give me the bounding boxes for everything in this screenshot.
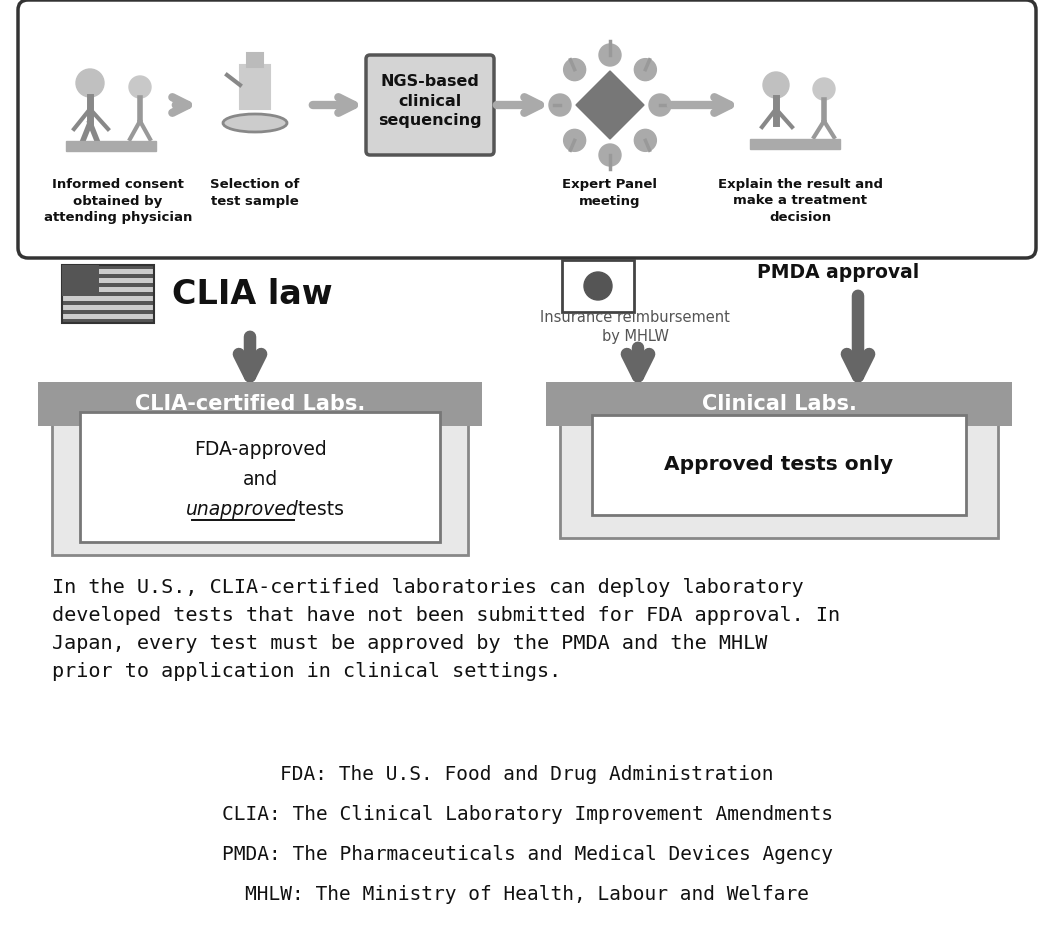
Circle shape (584, 272, 612, 300)
Text: CLIA law: CLIA law (172, 278, 333, 311)
Bar (62, 274, 154, 278)
Text: In the U.S., CLIA-certified laboratories can deploy laboratory
developed tests t: In the U.S., CLIA-certified laboratories… (52, 578, 840, 681)
Text: CLIA-certified Labs.: CLIA-certified Labs. (135, 394, 365, 414)
Bar (38, 382, 482, 426)
Text: Selection of
test sample: Selection of test sample (211, 178, 299, 207)
Bar (80, 412, 440, 542)
Text: Expert Panel
meeting: Expert Panel meeting (563, 178, 658, 207)
Bar (62, 283, 154, 288)
Circle shape (763, 72, 789, 98)
Circle shape (649, 94, 671, 116)
Bar (247, 53, 264, 67)
Text: Clinical Labs.: Clinical Labs. (702, 394, 857, 414)
Bar (62, 301, 154, 305)
Bar (560, 393, 998, 538)
Bar (62, 265, 154, 269)
Circle shape (599, 44, 621, 66)
Circle shape (129, 76, 151, 98)
FancyBboxPatch shape (18, 0, 1036, 258)
Circle shape (635, 130, 657, 152)
Circle shape (564, 130, 586, 152)
Bar (62, 291, 154, 296)
Bar (62, 269, 154, 274)
Circle shape (599, 144, 621, 166)
FancyBboxPatch shape (366, 55, 494, 155)
Bar (62, 265, 154, 323)
Circle shape (549, 94, 571, 116)
Circle shape (813, 78, 835, 100)
Bar (62, 310, 154, 314)
Polygon shape (575, 71, 644, 139)
Bar (62, 314, 154, 318)
Text: NGS-based
clinical
sequencing: NGS-based clinical sequencing (378, 74, 482, 129)
Text: and: and (242, 470, 277, 489)
Bar (62, 278, 154, 283)
Bar (750, 139, 840, 149)
Text: Informed consent
obtained by
attending physician: Informed consent obtained by attending p… (44, 178, 192, 224)
Text: PMDA: The Pharmaceuticals and Medical Devices Agency: PMDA: The Pharmaceuticals and Medical De… (221, 845, 833, 864)
Bar (62, 318, 154, 323)
Text: MHLW: The Ministry of Health, Labour and Welfare: MHLW: The Ministry of Health, Labour and… (245, 885, 809, 904)
Bar (562, 260, 635, 312)
Text: FDA-approved: FDA-approved (194, 440, 327, 459)
Bar (592, 415, 967, 515)
Text: Explain the result and
make a treatment
decision: Explain the result and make a treatment … (718, 178, 882, 224)
Bar (62, 265, 99, 296)
Text: tests: tests (292, 500, 344, 519)
Ellipse shape (223, 114, 287, 132)
Bar (52, 393, 468, 555)
Bar (240, 65, 270, 109)
Circle shape (635, 58, 657, 80)
Bar (62, 288, 154, 291)
Text: CLIA: The Clinical Laboratory Improvement Amendments: CLIA: The Clinical Laboratory Improvemen… (221, 805, 833, 824)
Text: FDA: The U.S. Food and Drug Administration: FDA: The U.S. Food and Drug Administrati… (280, 765, 774, 784)
Text: Approved tests only: Approved tests only (664, 455, 894, 475)
Text: unapproved: unapproved (186, 500, 298, 519)
Text: Insurance reimbursement
by MHLW: Insurance reimbursement by MHLW (540, 310, 730, 343)
Bar (62, 305, 154, 310)
Circle shape (76, 69, 104, 97)
Bar (546, 382, 1012, 426)
Text: PMDA approval: PMDA approval (757, 263, 919, 282)
Circle shape (564, 58, 586, 80)
Bar (66, 141, 156, 151)
Bar (62, 296, 154, 301)
